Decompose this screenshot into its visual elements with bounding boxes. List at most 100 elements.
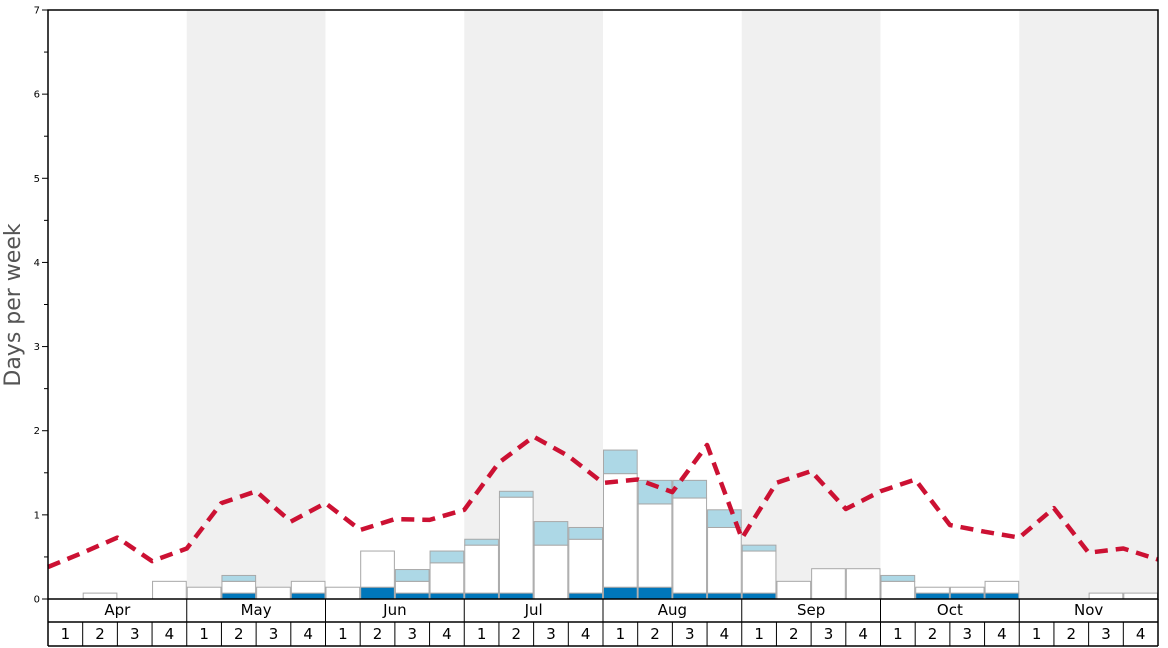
bar-segment xyxy=(429,550,465,564)
y-tick-label: 0 xyxy=(34,595,40,606)
bar-segment xyxy=(290,580,326,594)
week-label: 1 xyxy=(616,625,626,643)
bar-segment xyxy=(325,586,361,600)
week-label: 4 xyxy=(581,625,591,643)
bar-segment xyxy=(152,580,187,600)
bar-segment xyxy=(394,580,430,594)
bar-segment xyxy=(845,568,881,600)
bar-segment xyxy=(672,479,708,499)
month-label-may: May xyxy=(241,601,272,619)
bar-segment xyxy=(915,586,950,594)
bar-segment xyxy=(1088,592,1124,600)
bar-segment xyxy=(82,592,118,600)
week-label: 2 xyxy=(373,625,383,643)
bar-segment xyxy=(464,544,499,594)
bar-segment xyxy=(360,550,395,588)
bar-segment xyxy=(533,521,569,546)
week-label: 4 xyxy=(997,625,1007,643)
bar-segment xyxy=(603,449,638,475)
bar-segment xyxy=(464,592,499,600)
bars xyxy=(82,449,1158,600)
week-label: 2 xyxy=(95,625,105,643)
bar-segment xyxy=(221,580,257,594)
week-label: 4 xyxy=(1136,625,1146,643)
y-tick-label: 6 xyxy=(34,90,40,101)
bar-segment xyxy=(568,538,603,594)
month-band-nov xyxy=(1019,10,1158,599)
week-label: 1 xyxy=(1032,625,1042,643)
week-label: 1 xyxy=(754,625,764,643)
month-label-oct: Oct xyxy=(937,601,963,619)
week-label: 1 xyxy=(338,625,348,643)
week-label: 3 xyxy=(130,625,140,643)
bar-segment xyxy=(498,496,534,594)
bar-segment xyxy=(1123,592,1158,600)
bar-segment xyxy=(603,473,638,588)
bar-segment xyxy=(533,544,569,600)
y-axis-label: Days per week xyxy=(1,223,26,386)
week-label: 3 xyxy=(685,625,695,643)
bar-segment xyxy=(741,592,777,600)
y-tick-label: 2 xyxy=(34,426,40,437)
bar-segment xyxy=(637,586,673,600)
week-label: 3 xyxy=(407,625,417,643)
week-label: 1 xyxy=(477,625,487,643)
bar-segment xyxy=(568,592,603,600)
week-label: 3 xyxy=(546,625,556,643)
bar-segment xyxy=(672,592,708,600)
bar-segment xyxy=(915,592,950,600)
bar-segment xyxy=(949,586,985,594)
average-line xyxy=(47,434,1159,570)
week-label: 4 xyxy=(720,625,730,643)
y-tick-label: 3 xyxy=(34,342,40,353)
week-label: 2 xyxy=(928,625,938,643)
bar-segment xyxy=(984,592,1020,600)
week-label: 2 xyxy=(512,625,522,643)
y-tick-label: 4 xyxy=(34,258,40,269)
bar-segment xyxy=(429,562,465,594)
week-label: 4 xyxy=(303,625,313,643)
month-label-nov: Nov xyxy=(1074,601,1103,619)
week-label: 3 xyxy=(824,625,834,643)
bar-segment xyxy=(880,574,916,582)
bar-segment xyxy=(811,568,846,600)
month-label-jun: Jun xyxy=(382,601,406,619)
bar-segment xyxy=(949,592,985,600)
bar-segment xyxy=(707,509,742,528)
week-label: 1 xyxy=(893,625,903,643)
bar-segment xyxy=(498,490,534,498)
bar-segment xyxy=(603,586,638,600)
month-band-sep xyxy=(741,10,881,599)
month-label-sep: Sep xyxy=(797,601,825,619)
bar-segment xyxy=(186,586,222,600)
bar-segment xyxy=(707,526,742,594)
week-label: 1 xyxy=(61,625,71,643)
week-label: 4 xyxy=(858,625,868,643)
bar-segment xyxy=(290,592,326,600)
week-label: 3 xyxy=(269,625,279,643)
bar-segment xyxy=(498,592,534,600)
week-label: 3 xyxy=(1101,625,1111,643)
bar-segment xyxy=(880,580,916,600)
bar-segment xyxy=(741,550,777,594)
axes xyxy=(42,9,1159,647)
bar-segment xyxy=(637,503,673,588)
bar-segment xyxy=(221,574,257,582)
week-label: 2 xyxy=(234,625,244,643)
labels: 0 1 2 3 4 5 6 7 Apr 1 2 3 4 May 1 2 3 4 Jun 1 2 3 4 Jul 1 2 3 4 Aug 1… xyxy=(34,6,1146,644)
bar-segment xyxy=(464,538,499,546)
bar-segment xyxy=(707,592,742,600)
bar-segment xyxy=(568,526,603,540)
week-label: 4 xyxy=(165,625,175,643)
week-label: 1 xyxy=(199,625,209,643)
week-label: 2 xyxy=(650,625,660,643)
bar-segment xyxy=(256,586,291,600)
bar-segment xyxy=(984,580,1020,594)
average-line-path xyxy=(47,434,1159,570)
y-tick-label: 7 xyxy=(34,6,40,17)
bar-segment xyxy=(221,592,257,600)
week-label: 2 xyxy=(789,625,799,643)
month-shading xyxy=(186,10,1158,599)
y-tick-label: 1 xyxy=(34,510,40,521)
